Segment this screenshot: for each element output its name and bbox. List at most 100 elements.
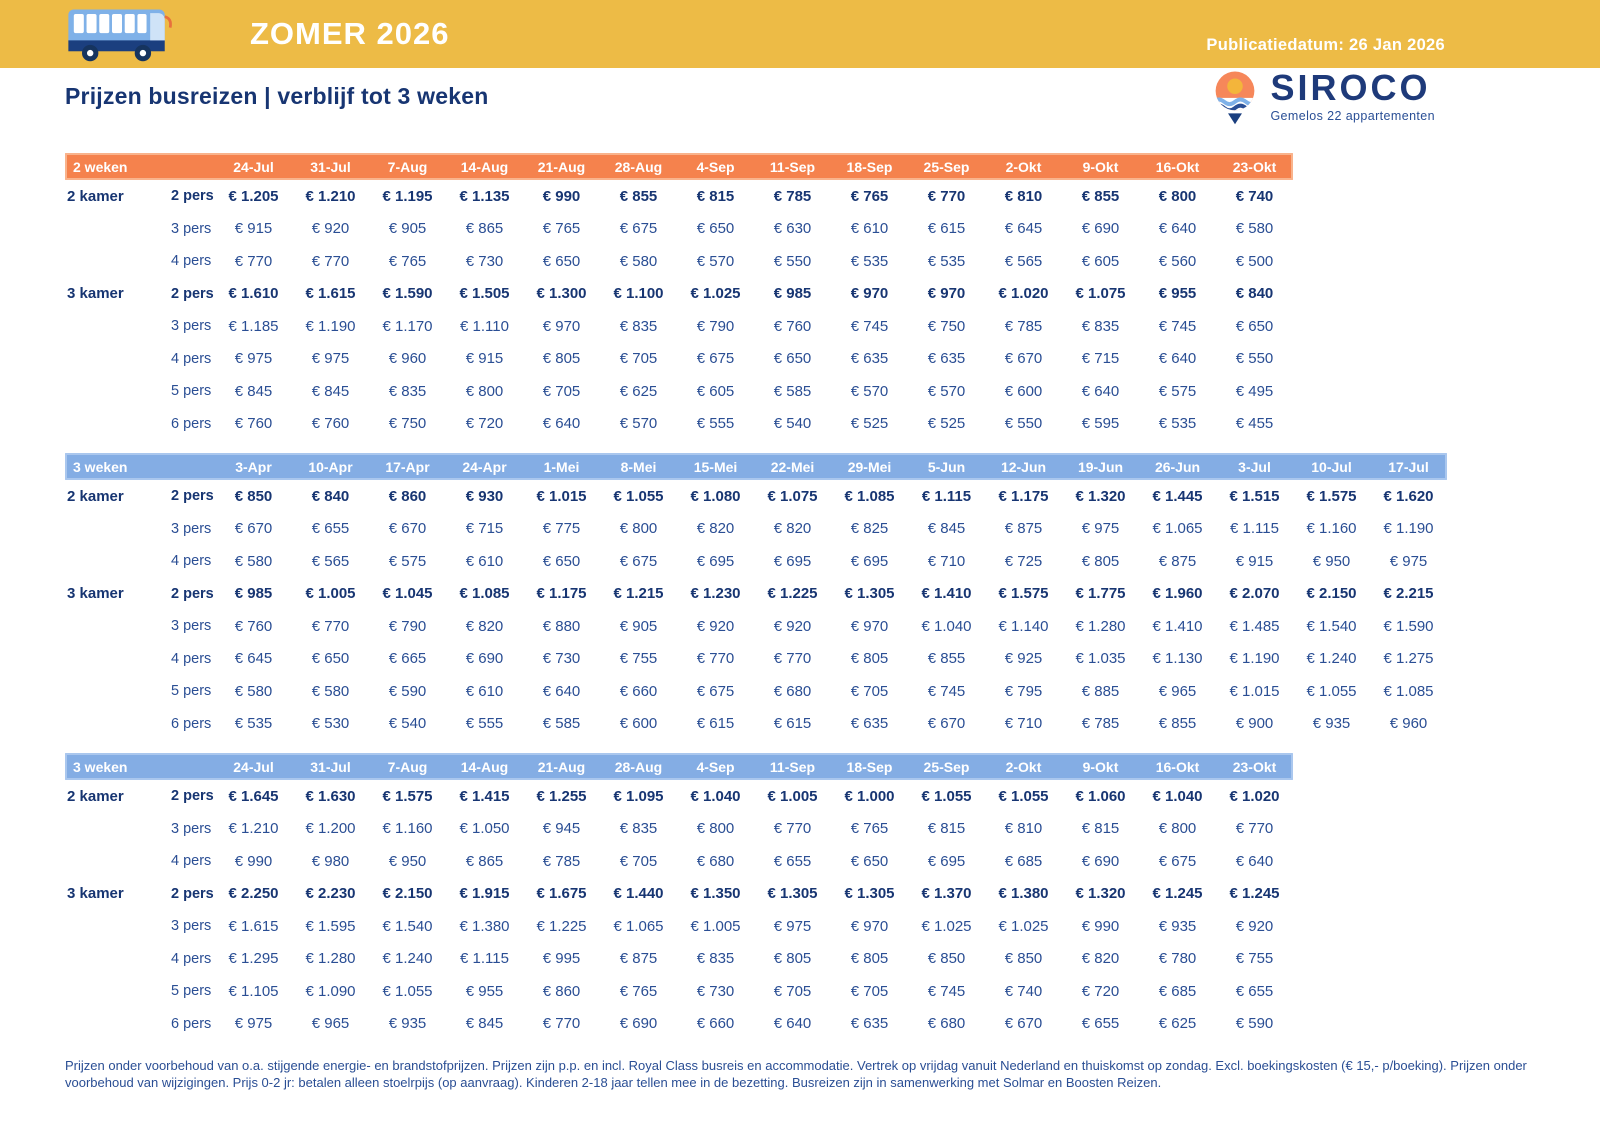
price-cell: € 970 — [927, 285, 966, 303]
price-cell: € 1.575 — [1306, 487, 1357, 505]
date-column-header: 21-Aug — [537, 758, 586, 775]
date-column-header: 24-Apr — [462, 458, 507, 475]
price-cell: € 660 — [696, 1015, 735, 1033]
price-cell: € 900 — [1235, 715, 1274, 733]
date-column-header: 19-Jun — [1077, 458, 1124, 475]
price-cell: € 950 — [388, 852, 427, 870]
room-label: 3 kamer — [67, 585, 124, 603]
price-cell: € 750 — [927, 317, 966, 335]
persons-label: 2 pers — [171, 285, 214, 302]
price-cell: € 1.380 — [998, 885, 1049, 903]
date-column-header: 5-Jun — [927, 458, 966, 475]
price-cell: € 1.210 — [228, 820, 279, 838]
price-cell: € 1.515 — [1229, 487, 1280, 505]
publication-date: Publicatiedatum: 26 Jan 2026 — [1206, 36, 1445, 54]
siroco-pin-icon — [1210, 70, 1260, 137]
price-cell: € 1.295 — [228, 950, 279, 968]
date-column-header: 7-Aug — [387, 758, 428, 775]
price-cell: € 935 — [388, 1015, 427, 1033]
price-cell: € 635 — [927, 350, 966, 368]
price-cell: € 590 — [1235, 1015, 1274, 1033]
duration-label: 2 weken — [73, 158, 128, 175]
price-cell: € 1.115 — [921, 487, 972, 505]
price-cell: € 660 — [619, 682, 658, 700]
date-column-header: 25-Sep — [923, 158, 970, 175]
persons-label: 4 pers — [171, 350, 212, 367]
title-row: Prijzen busreizen | verblijf tot 3 weken… — [0, 68, 1600, 135]
persons-label: 6 pers — [171, 415, 212, 432]
price-cell: € 760 — [234, 415, 273, 433]
price-cell: € 655 — [773, 852, 812, 870]
table-row: 6 pers € 535 € 530 € 540 € 555 € 585 € 600 € 61… — [65, 708, 1447, 741]
table-row: 3 kamer 2 pers € 2.250 € 2.230 € 2.150 € 1.91… — [65, 878, 1293, 911]
table-row: 2 kamer 2 pers € 1.645 € 1.630 € 1.575 € 1.41… — [65, 780, 1293, 813]
price-cell: € 740 — [1004, 982, 1043, 1000]
price-cell: € 835 — [696, 950, 735, 968]
date-column-header: 31-Jul — [310, 158, 351, 175]
price-cell: € 1.240 — [382, 950, 433, 968]
price-cell: € 625 — [1158, 1015, 1197, 1033]
price-cell: € 845 — [234, 382, 273, 400]
price-cell: € 535 — [850, 252, 889, 270]
price-cell: € 1.005 — [767, 787, 818, 805]
price-cell: € 1.085 — [459, 585, 510, 603]
price-cell: € 1.020 — [1229, 787, 1280, 805]
date-column-header: 9-Okt — [1082, 158, 1119, 175]
price-cell: € 685 — [1158, 982, 1197, 1000]
price-cell: € 1.080 — [690, 487, 741, 505]
price-cell: € 635 — [850, 715, 889, 733]
price-cell: € 590 — [388, 682, 427, 700]
price-cell: € 1.110 — [460, 317, 509, 335]
price-cell: € 1.100 — [613, 285, 664, 303]
price-cell: € 975 — [1389, 552, 1428, 570]
price-cell: € 1.440 — [613, 885, 664, 903]
logo-subtitle: Gemelos 22 appartementen — [1270, 109, 1435, 123]
room-label: 3 kamer — [67, 885, 124, 903]
price-cell: € 855 — [927, 650, 966, 668]
price-cell: € 570 — [850, 382, 889, 400]
table-row: 5 pers € 580 € 580 € 590 € 610 € 640 € 660 € 67… — [65, 675, 1447, 708]
price-cell: € 915 — [234, 220, 273, 238]
date-column-header: 2-Okt — [1005, 758, 1042, 775]
price-cell: € 795 — [1004, 682, 1043, 700]
price-cell: € 1.590 — [1383, 617, 1434, 635]
date-column-header: 14-Aug — [460, 758, 509, 775]
price-tables: 2 weken 24-Jul 31-Jul 7-Aug 14-Aug 21-Aug 28-A… — [65, 153, 1600, 1040]
price-cell: € 1.055 — [921, 787, 972, 805]
price-cell: € 635 — [850, 1015, 889, 1033]
price-cell: € 640 — [542, 415, 581, 433]
price-cell: € 530 — [311, 715, 350, 733]
price-cell: € 805 — [850, 950, 889, 968]
price-cell: € 640 — [773, 1015, 812, 1033]
price-cell: € 1.245 — [1229, 885, 1280, 903]
price-cell: € 1.540 — [1306, 617, 1357, 635]
price-cell: € 770 — [1235, 820, 1274, 838]
price-cell: € 1.370 — [921, 885, 972, 903]
persons-label: 3 pers — [171, 618, 212, 635]
price-cell: € 665 — [388, 650, 427, 668]
price-cell: € 1.060 — [1075, 787, 1126, 805]
persons-label: 2 pers — [171, 188, 214, 205]
date-column-header: 16-Okt — [1155, 758, 1200, 775]
price-cell: € 690 — [1081, 220, 1120, 238]
table-row: 5 pers € 845 € 845 € 835 € 800 € 705 € 625 € 60… — [65, 375, 1293, 408]
price-cell: € 905 — [619, 617, 658, 635]
persons-label: 6 pers — [171, 715, 212, 732]
price-cell: € 1.210 — [305, 187, 356, 205]
price-cell: € 1.005 — [305, 585, 356, 603]
price-cell: € 760 — [311, 415, 350, 433]
price-table-3weken-apr-jul: 3 weken 3-Apr 10-Apr 17-Apr 24-Apr 1-Mei 8-Mei… — [65, 453, 1447, 740]
price-cell: € 1.130 — [1152, 650, 1203, 668]
price-cell: € 1.305 — [767, 885, 818, 903]
price-cell: € 835 — [388, 382, 427, 400]
price-cell: € 775 — [542, 520, 581, 538]
price-cell: € 610 — [465, 552, 504, 570]
date-column-header: 15-Mei — [693, 458, 738, 475]
price-cell: € 650 — [542, 252, 581, 270]
price-cell: € 770 — [696, 650, 735, 668]
date-column-header: 10-Jul — [1311, 458, 1352, 475]
price-cell: € 745 — [850, 317, 889, 335]
persons-label: 4 pers — [171, 950, 212, 967]
date-column-header: 2-Okt — [1005, 158, 1042, 175]
price-cell: € 705 — [773, 982, 812, 1000]
